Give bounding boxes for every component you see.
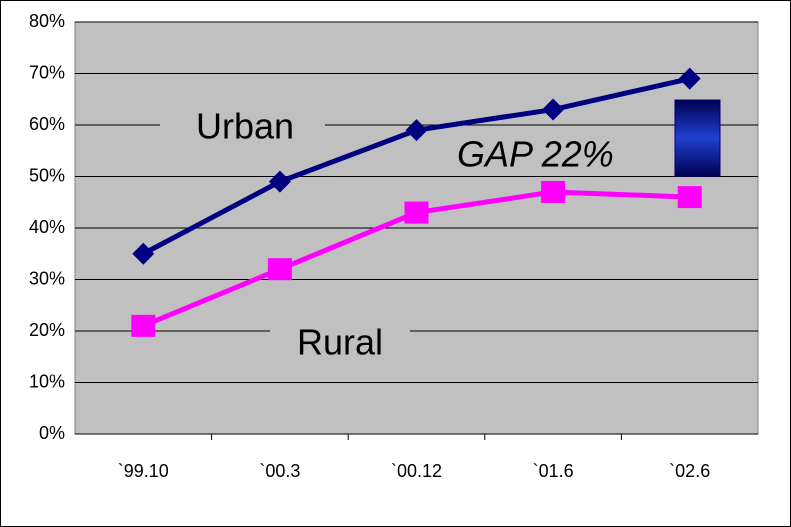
marker	[268, 170, 291, 193]
marker	[678, 67, 701, 90]
y-tick-label: 30%	[29, 268, 65, 288]
label-bg	[160, 104, 325, 152]
marker	[131, 314, 156, 337]
x-tick-label: `02.6	[669, 461, 710, 481]
x-tick-label: `99.10	[118, 461, 169, 481]
marker	[405, 119, 428, 142]
label-bg	[270, 320, 410, 368]
marker	[677, 186, 702, 209]
x-tick-label: `00.12	[391, 461, 442, 481]
y-tick-label: 60%	[29, 114, 65, 134]
y-tick-label: 80%	[29, 11, 65, 31]
marker	[404, 201, 429, 224]
x-tick-label: `01.6	[533, 461, 574, 481]
marker	[267, 258, 292, 281]
x-tick-label: `00.3	[259, 461, 300, 481]
y-tick-label: 70%	[29, 62, 65, 82]
series-label: Rural	[297, 322, 383, 363]
y-tick-label: 50%	[29, 165, 65, 185]
marker	[541, 180, 566, 203]
y-tick-label: 20%	[29, 320, 65, 340]
gap-bar	[674, 99, 721, 177]
y-tick-label: 0%	[39, 423, 65, 443]
y-tick-label: 10%	[29, 371, 65, 391]
annotation: GAP 22%	[457, 134, 614, 175]
y-tick-label: 40%	[29, 217, 65, 237]
series-label: Urban	[196, 106, 294, 147]
marker	[132, 242, 155, 265]
marker	[542, 98, 565, 121]
